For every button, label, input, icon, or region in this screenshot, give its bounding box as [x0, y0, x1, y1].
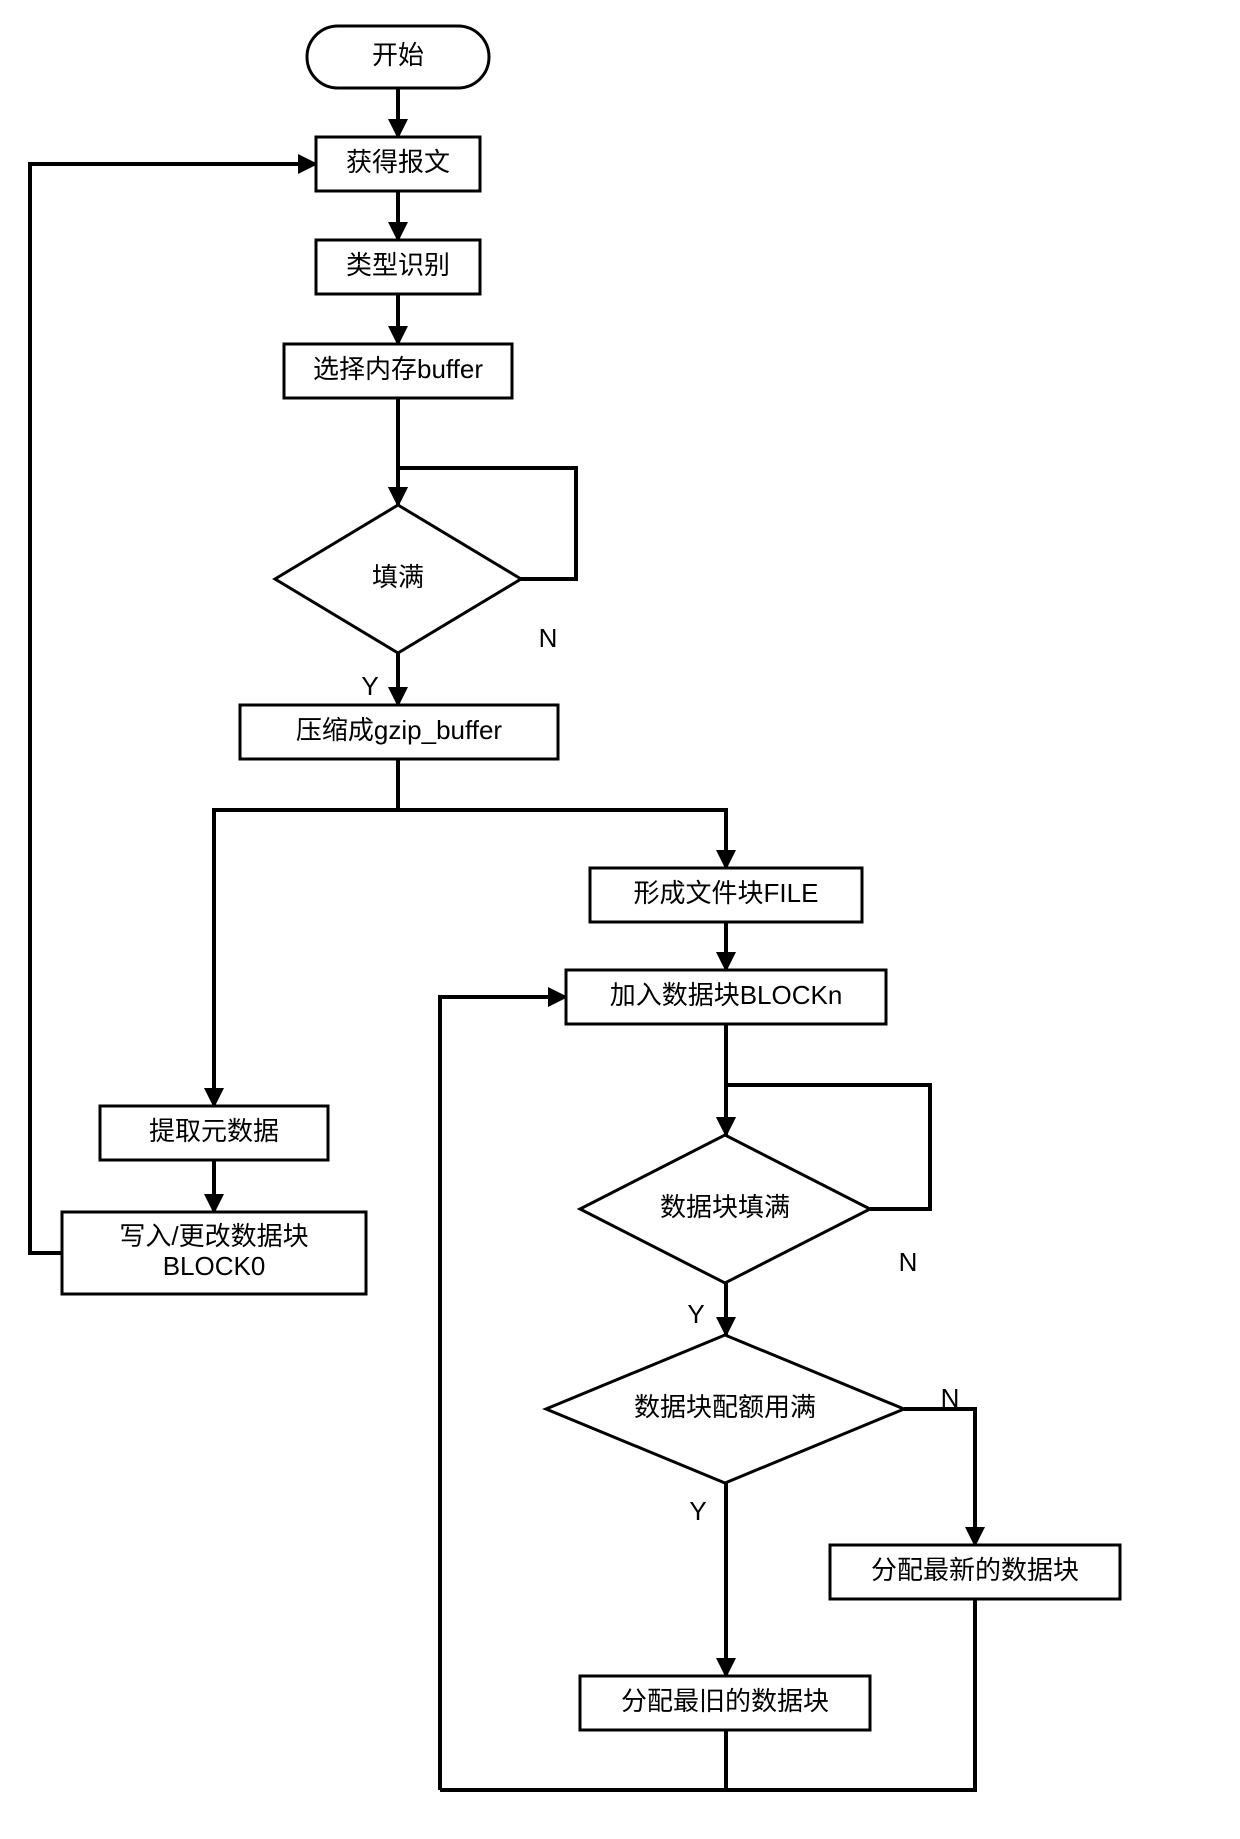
- flowchart-edge: [214, 810, 398, 1106]
- flowchart-node-file: 形成文件块FILE: [590, 868, 862, 922]
- flowchart-node-quota: 数据块配额用满: [546, 1335, 904, 1483]
- flowchart-edge-label: N: [539, 623, 558, 653]
- flowchart-node-label: 提取元数据: [149, 1116, 279, 1146]
- flowchart-diagram: Y N N Y N Y 开始获得报文类型识别选择内存buffer 填满压缩成gzip_buff…: [0, 0, 1240, 1839]
- flowchart-node-label: 加入数据块BLOCKn: [610, 980, 843, 1010]
- flowchart-node-block0: 写入/更改数据块BLOCK0: [62, 1212, 366, 1294]
- flowchart-edge: [440, 997, 566, 1790]
- flowchart-edge-label: Y: [689, 1496, 706, 1526]
- flowchart-node-label: 选择内存buffer: [313, 354, 483, 384]
- flowchart-node-oldblk: 分配最旧的数据块: [580, 1676, 870, 1730]
- flowchart-node-full1: 填满: [275, 505, 521, 653]
- flowchart-edge: [398, 810, 726, 868]
- flowchart-node-start: 开始: [307, 26, 489, 88]
- flowchart-node-full2: 数据块填满: [580, 1135, 870, 1283]
- flowchart-node-label: 类型识别: [346, 250, 450, 280]
- flowchart-nodes: 开始获得报文类型识别选择内存buffer 填满压缩成gzip_buffer 形成文件…: [62, 26, 1120, 1730]
- flowchart-node-label: BLOCK0: [163, 1251, 266, 1281]
- flowchart-edge-label: Y: [361, 671, 378, 701]
- flowchart-node-label: 分配最新的数据块: [871, 1555, 1079, 1585]
- flowchart-edge-label: N: [941, 1383, 960, 1413]
- flowchart-node-label: 填满: [372, 562, 424, 592]
- flowchart-edge-label: N: [899, 1247, 918, 1277]
- flowchart-node-blockn: 加入数据块BLOCKn: [566, 970, 886, 1024]
- flowchart-edge: [904, 1409, 975, 1545]
- flowchart-node-ident: 类型识别: [316, 240, 480, 294]
- flowchart-node-selbuf: 选择内存buffer: [284, 344, 512, 398]
- flowchart-edge-label: Y: [687, 1299, 704, 1329]
- flowchart-node-label: 数据块配额用满: [634, 1392, 816, 1422]
- flowchart-node-label: 形成文件块FILE: [634, 878, 819, 908]
- flowchart-node-newblk: 分配最新的数据块: [830, 1545, 1120, 1599]
- flowchart-node-label: 开始: [372, 40, 424, 70]
- flowchart-node-label: 数据块填满: [660, 1192, 790, 1222]
- flowchart-node-label: 获得报文: [346, 147, 450, 177]
- flowchart-node-label: 分配最旧的数据块: [621, 1686, 829, 1716]
- flowchart-node-label: 写入/更改数据块: [119, 1221, 308, 1251]
- flowchart-node-label: 压缩成gzip_buffer: [296, 715, 503, 745]
- flowchart-node-gzip: 压缩成gzip_buffer: [240, 705, 558, 759]
- flowchart-node-extract: 提取元数据: [100, 1106, 328, 1160]
- flowchart-edge: [440, 1730, 726, 1790]
- flowchart-node-get: 获得报文: [316, 137, 480, 191]
